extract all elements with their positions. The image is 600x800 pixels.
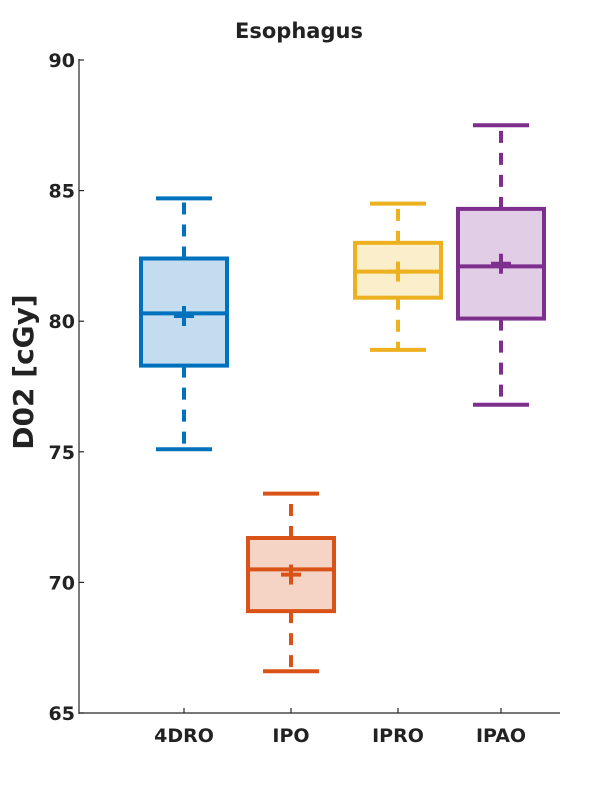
box-series <box>139 123 546 674</box>
y-axis-label: D02 [cGy] <box>7 294 40 449</box>
y-ticks: 65 70 75 80 85 90 <box>49 50 84 725</box>
y-tick-label: 80 <box>49 311 75 333</box>
y-tick-label: 90 <box>49 50 75 72</box>
box-iqr <box>456 206 546 321</box>
chart-title: Esophagus <box>235 19 363 43</box>
x-ticks: 4DRO IPO IPRO IPAO <box>154 708 526 747</box>
box-ipo <box>246 491 336 674</box>
box-ipao <box>456 123 546 407</box>
x-tick-label: 4DRO <box>154 725 214 747</box>
box-ipro <box>353 201 443 352</box>
x-tick-label: IPRO <box>372 725 424 747</box>
y-tick-label: 70 <box>49 572 75 594</box>
y-tick-label: 65 <box>49 703 75 725</box>
x-tick-label: IPO <box>272 725 309 747</box>
box-4dro <box>139 196 229 452</box>
x-tick-label: IPAO <box>476 725 526 747</box>
y-tick-label: 85 <box>49 181 75 203</box>
y-tick-label: 75 <box>49 442 75 464</box>
